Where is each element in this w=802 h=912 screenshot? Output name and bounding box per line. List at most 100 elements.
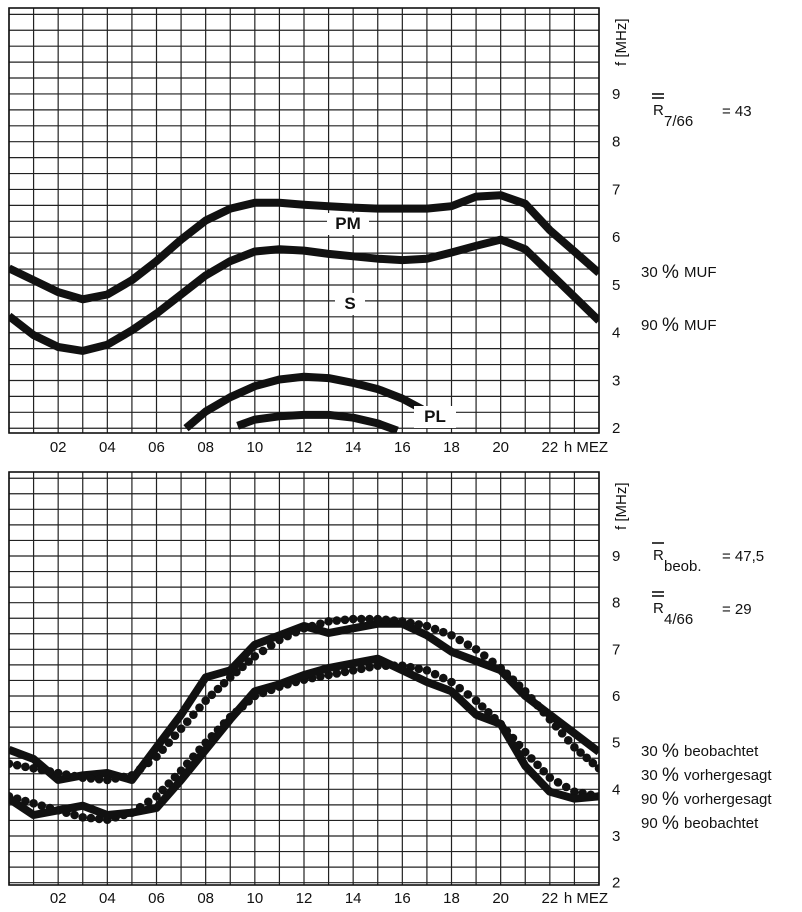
series-4-line <box>9 654 599 819</box>
series-point <box>463 640 473 649</box>
series-point <box>266 641 276 650</box>
plot-frame <box>8 7 600 434</box>
x-tick-label: 18 <box>443 439 460 456</box>
series-point <box>103 775 112 785</box>
series-point <box>189 710 198 719</box>
legend-item-30-muf-text: MUF <box>684 264 717 281</box>
series-4-line <box>236 410 399 433</box>
plot-frame <box>8 471 600 886</box>
legend-item-90-beobachtet-unit: % <box>662 813 679 834</box>
series-point <box>496 663 505 673</box>
y-tick-label: 7 <box>612 181 620 198</box>
series-point <box>439 673 448 683</box>
series-point <box>561 782 571 792</box>
series-point <box>414 664 424 674</box>
series-point <box>357 664 366 674</box>
x-tick-label: 14 <box>345 890 362 907</box>
x-tick-label: 16 <box>394 890 411 907</box>
curve-label-pl: PL <box>424 407 446 426</box>
legend-item-30-beobachtet-text: beobachtet <box>684 743 759 760</box>
legend-item-90-vorhergesagt-unit: % <box>662 789 679 810</box>
series-point <box>299 624 309 633</box>
series-point <box>533 760 542 770</box>
r-annotation: R7/66 = 43 <box>652 93 752 130</box>
series-point <box>250 652 260 661</box>
legend-item-30-beobachtet: 30% beobachtet <box>641 741 759 762</box>
series-point <box>471 645 481 654</box>
curve-label-s: S <box>344 294 355 313</box>
series-point <box>29 799 38 808</box>
x-tick-label: 10 <box>246 890 263 907</box>
x-tick-label: 04 <box>99 439 116 456</box>
y-tick-label: 3 <box>612 372 620 389</box>
x-tick-label: 06 <box>148 890 165 907</box>
series-point <box>553 778 563 787</box>
series-point <box>213 684 223 694</box>
series-point <box>152 752 161 761</box>
series-point <box>119 772 129 782</box>
legend-item-90-vorhergesagt: 90% vorhergesagt <box>641 789 772 810</box>
x-tick-label: 04 <box>99 890 116 907</box>
series-point <box>164 738 174 747</box>
x-tick-label: 22 <box>541 439 558 456</box>
series-point <box>12 760 22 770</box>
series-point <box>381 615 391 625</box>
series-point <box>477 702 487 711</box>
series-point <box>373 614 383 624</box>
r-pred-annotation-symbol: R <box>653 600 664 617</box>
series-point <box>182 717 192 726</box>
series-point <box>520 747 530 757</box>
series-point <box>207 690 217 700</box>
series-point <box>21 796 30 806</box>
x-tick-label: 02 <box>50 439 67 456</box>
series-point <box>127 771 137 780</box>
series-point <box>324 617 333 626</box>
series-point <box>422 666 432 675</box>
series-point <box>144 797 153 807</box>
series-point <box>570 787 579 796</box>
legend-item-90-muf: 90% MUF <box>641 315 717 336</box>
r-beob-annotation-subscript: beob. <box>664 558 702 575</box>
y-tick-label: 8 <box>612 595 620 612</box>
y-tick-label: 2 <box>612 420 620 437</box>
series-point <box>545 715 555 724</box>
series-point <box>389 616 399 625</box>
series-point <box>365 662 374 672</box>
legend-item-90-beobachtet-pct: 90 <box>641 815 658 832</box>
series-point <box>86 774 96 783</box>
series-point <box>307 621 317 631</box>
legend-item-30-muf: 30% MUF <box>641 262 717 283</box>
legend-item-90-beobachtet-text: beobachtet <box>684 815 759 832</box>
x-tick-label: 14 <box>345 439 362 456</box>
chart-panel-1: 2 3 4 5 6 7 8 9 f [MHz] 02 04 06 08 10 12 14 16 18 20 22 h M… <box>8 7 752 456</box>
series-point <box>53 768 63 778</box>
series-2-line <box>9 235 599 355</box>
series-point <box>527 694 536 703</box>
series-point <box>463 690 473 699</box>
r-annotation-subscript: 7/66 <box>664 113 693 130</box>
series-point <box>422 621 432 631</box>
series-point <box>37 765 47 775</box>
series-point <box>357 614 366 624</box>
series-point <box>332 669 342 678</box>
x-tick-label: 10 <box>246 439 263 456</box>
series-point <box>348 614 358 624</box>
legend-item-30-beobachtet-pct: 30 <box>641 743 658 760</box>
series-point <box>201 696 210 705</box>
series-point <box>291 627 301 637</box>
x-tick-label: 20 <box>492 890 509 907</box>
series-point <box>588 758 598 768</box>
legend-item-30-vorhergesagt: 30% vorhergesagt <box>641 765 772 786</box>
x-axis-label: h MEZ <box>564 439 608 456</box>
y-tick-label: 6 <box>612 688 620 705</box>
series-point <box>324 670 333 680</box>
x-tick-label: 12 <box>296 439 313 456</box>
series-point <box>340 615 350 625</box>
y-tick-label: 5 <box>612 277 620 294</box>
r-pred-annotation: R4/66 = 29 <box>652 591 752 628</box>
series-point <box>170 731 180 740</box>
series-point <box>62 770 71 779</box>
series-point <box>86 813 96 823</box>
series-point <box>514 681 524 690</box>
